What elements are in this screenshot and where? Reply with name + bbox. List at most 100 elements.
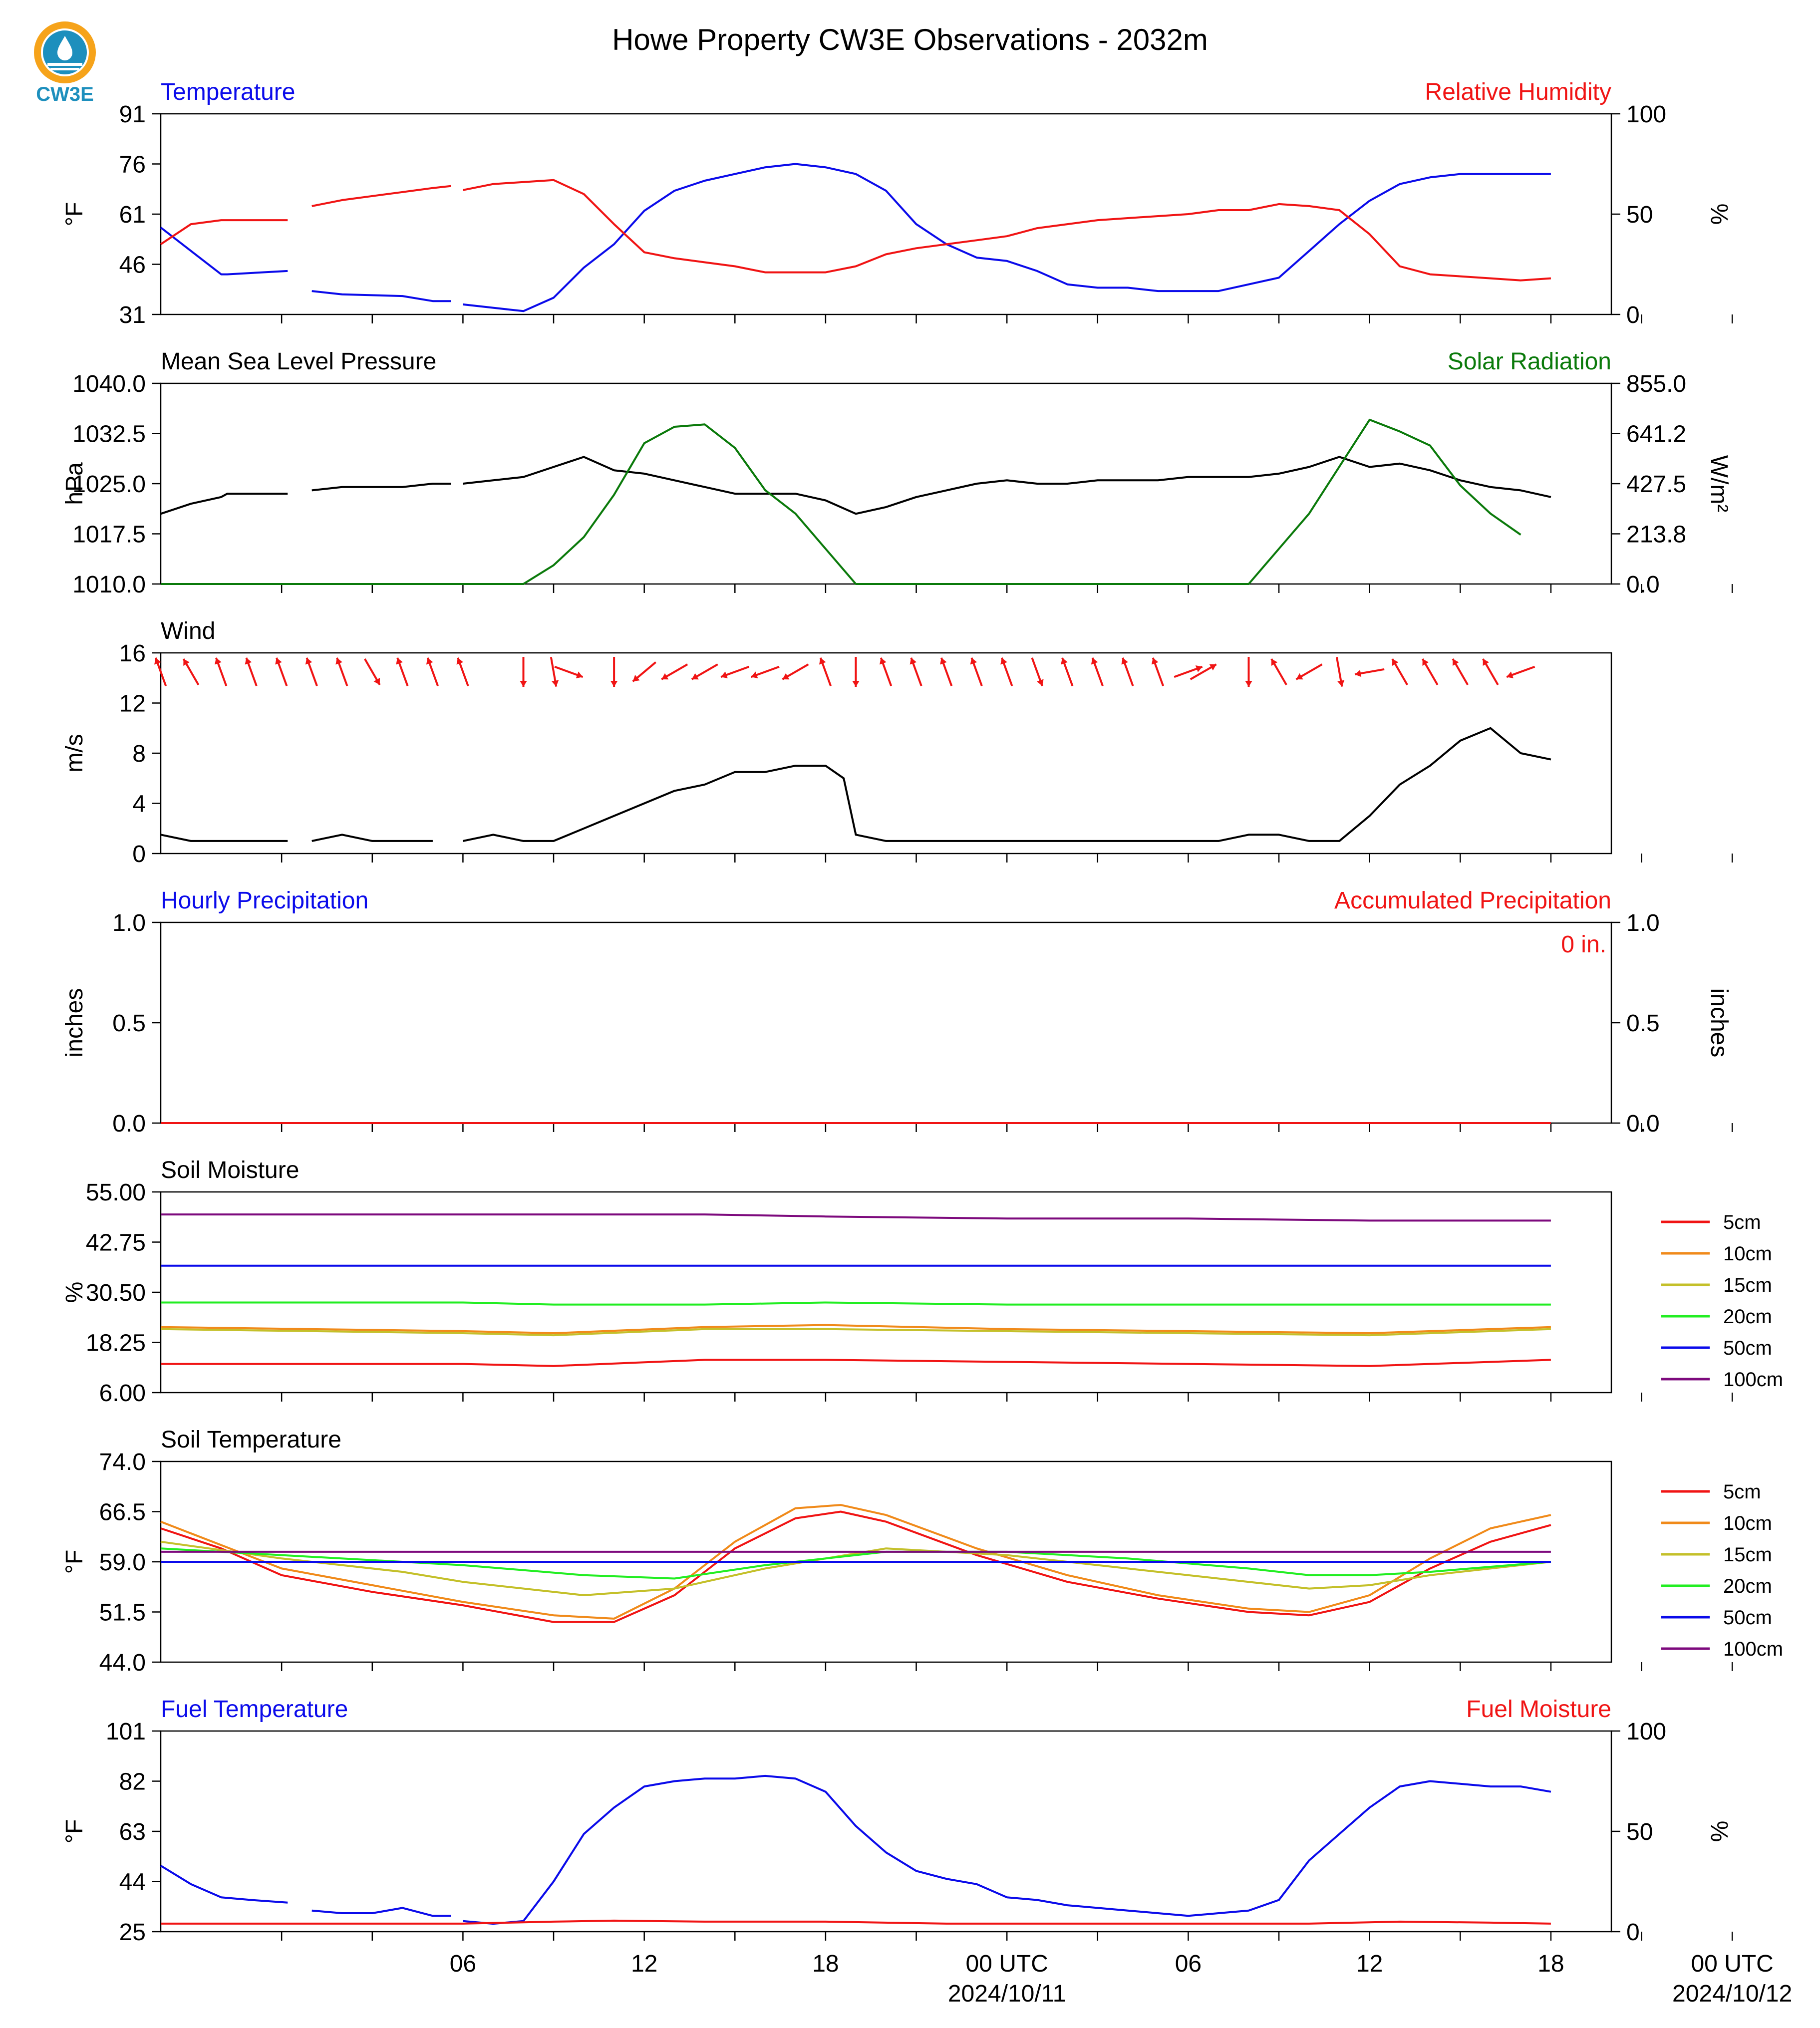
wind-arrow-head xyxy=(426,657,433,665)
y-axis-label: inches xyxy=(61,988,88,1058)
wind-arrow-head xyxy=(520,681,527,687)
panel-5: 6.00 18.25 30.50 42.75 55.00% Soil Moisture 5c… xyxy=(61,1157,1783,1407)
wind-arrow-head xyxy=(610,681,618,687)
series-line-left-0 xyxy=(463,456,1551,515)
y-tick-label: 31 xyxy=(119,302,146,328)
y-tick-label: 44 xyxy=(119,1869,146,1896)
y-tick-label: 16 xyxy=(119,640,146,667)
wind-arrow-head xyxy=(1483,659,1490,666)
legend-label: 5cm xyxy=(1723,1481,1761,1503)
series-line-left-0 xyxy=(160,1865,288,1904)
series-line-left-0 xyxy=(463,1774,1551,1925)
panel-2: 1010.0 1017.5 1025.0 1032.5 1040.0 hPa 0.0 213.… xyxy=(61,348,1733,598)
legend-label: 20cm xyxy=(1723,1306,1772,1328)
panel-3: 0 4 8 12 16 m/s Wind xyxy=(61,618,1733,868)
y-tick-label: 51.5 xyxy=(99,1600,146,1626)
wind-arrow-head xyxy=(970,657,977,665)
y-tick-label: 1040.0 xyxy=(72,371,146,397)
wind-arrow-head xyxy=(940,657,947,665)
series-line-left-0 xyxy=(463,163,1551,312)
panel-right-title: Fuel Moisture xyxy=(1466,1696,1611,1723)
wind-arrow-head xyxy=(1337,680,1345,687)
series-line-left-0 xyxy=(311,290,451,302)
series-line-10cm xyxy=(160,1504,1551,1620)
legend-label: 50cm xyxy=(1723,1337,1772,1359)
logo-wave-1 xyxy=(47,63,82,66)
series-line-5cm xyxy=(160,1510,1551,1623)
y-right-tick-label: 427.5 xyxy=(1626,471,1686,498)
y-axis-label: m/s xyxy=(61,734,88,772)
panel-left-title: Wind xyxy=(161,618,215,644)
y-tick-label: 82 xyxy=(119,1769,146,1795)
y-right-tick-label: 1.0 xyxy=(1626,910,1660,936)
x-tick-label: 00 UTC xyxy=(1691,1951,1773,1977)
y-tick-label: 42.75 xyxy=(86,1230,146,1256)
y-axis-label: °F xyxy=(61,202,88,227)
series-line-left-0 xyxy=(160,227,288,276)
series-line-left-0 xyxy=(160,834,288,842)
y-tick-label: 0 xyxy=(132,841,146,868)
x-axis-labels: 06 12 18 00 UTC 2024/10/11 06 12 18 00 UTC 2024/1… xyxy=(450,1951,1793,2007)
y-tick-label: 101 xyxy=(106,1719,146,1745)
y-right-axis-label: W/m² xyxy=(1706,455,1732,513)
wind-arrow-head xyxy=(552,680,559,687)
y-tick-label: 46 xyxy=(119,252,146,279)
panels: 31 46 61 76 91 °F 0 50 100% Temperature Relative H… xyxy=(61,79,1783,1946)
series-line-15cm xyxy=(160,1328,1551,1337)
legend-label: 20cm xyxy=(1723,1575,1772,1597)
panel-left-title: Mean Sea Level Pressure xyxy=(161,348,436,375)
series-line-15cm xyxy=(160,1540,1551,1596)
x-date-label: 2024/10/12 xyxy=(1672,1981,1792,2007)
wind-arrow-head xyxy=(910,657,917,665)
wind-arrow-head xyxy=(1061,657,1068,665)
y-tick-label: 30.50 xyxy=(86,1280,146,1306)
x-tick-label: 00 UTC xyxy=(965,1951,1048,1977)
wind-arrow-head xyxy=(632,675,640,682)
y-tick-label: 63 xyxy=(119,1819,146,1845)
panel-right-title: Relative Humidity xyxy=(1425,79,1611,105)
wind-arrow-head xyxy=(215,657,222,665)
y-tick-label: 61 xyxy=(119,202,146,228)
y-tick-label: 12 xyxy=(119,691,146,717)
wind-arrow-head xyxy=(183,659,190,666)
y-tick-label: 6.00 xyxy=(99,1380,146,1407)
y-right-tick-label: 0.0 xyxy=(1626,572,1660,598)
plot-frame xyxy=(160,921,1612,1124)
wind-arrow-head xyxy=(819,657,826,665)
wind-arrow-head xyxy=(1037,679,1044,686)
plot-frame xyxy=(160,1730,1612,1933)
panel-left-title: Temperature xyxy=(161,79,295,105)
y-axis-label: hPa xyxy=(61,462,88,505)
y-tick-label: 1.0 xyxy=(112,910,146,936)
series-line-right-1 xyxy=(161,418,1521,585)
wind-arrow-head xyxy=(305,657,312,665)
y-right-tick-label: 855.0 xyxy=(1626,371,1686,397)
y-tick-label: 44.0 xyxy=(99,1650,146,1676)
wind-arrow-head xyxy=(373,677,380,685)
x-tick-label: 12 xyxy=(1356,1951,1383,1977)
x-date-label: 2024/10/11 xyxy=(948,1981,1066,2007)
y-axis-label: °F xyxy=(61,1819,88,1844)
y-right-tick-label: 0 xyxy=(1626,1919,1640,1946)
y-tick-label: 59.0 xyxy=(99,1549,146,1576)
legend-label: 15cm xyxy=(1723,1544,1772,1566)
panel-4: 0.0 0.5 1.0 inches 0.0 0.5 1.0 inches Hourly Pre… xyxy=(61,887,1733,1137)
series-line-10cm xyxy=(160,1324,1551,1334)
logo-wave-2 xyxy=(50,68,79,70)
legend-label: 10cm xyxy=(1723,1243,1772,1265)
y-tick-label: 4 xyxy=(132,791,146,818)
x-tick-label: 06 xyxy=(1175,1951,1202,1977)
panel-7: 25 44 63 82 101 °F 0 50 100% Fuel Temperature Fuel… xyxy=(61,1696,1733,1946)
series-line-left-0 xyxy=(311,483,451,492)
y-right-axis-label: inches xyxy=(1706,988,1732,1058)
panel-6: 44.0 51.5 59.0 66.5 74.0 °F Soil Temperature 5c… xyxy=(61,1427,1783,1676)
series-line-left-0 xyxy=(160,493,288,515)
panel-left-title: Soil Moisture xyxy=(161,1157,299,1183)
y-tick-label: 74.0 xyxy=(99,1449,146,1475)
y-tick-label: 76 xyxy=(119,152,146,178)
wind-arrow-head xyxy=(1091,657,1098,665)
y-right-tick-label: 641.2 xyxy=(1626,421,1686,448)
wind-arrow-head xyxy=(1209,664,1216,671)
y-right-tick-label: 50 xyxy=(1626,202,1653,228)
y-tick-label: 1025.0 xyxy=(72,471,146,498)
